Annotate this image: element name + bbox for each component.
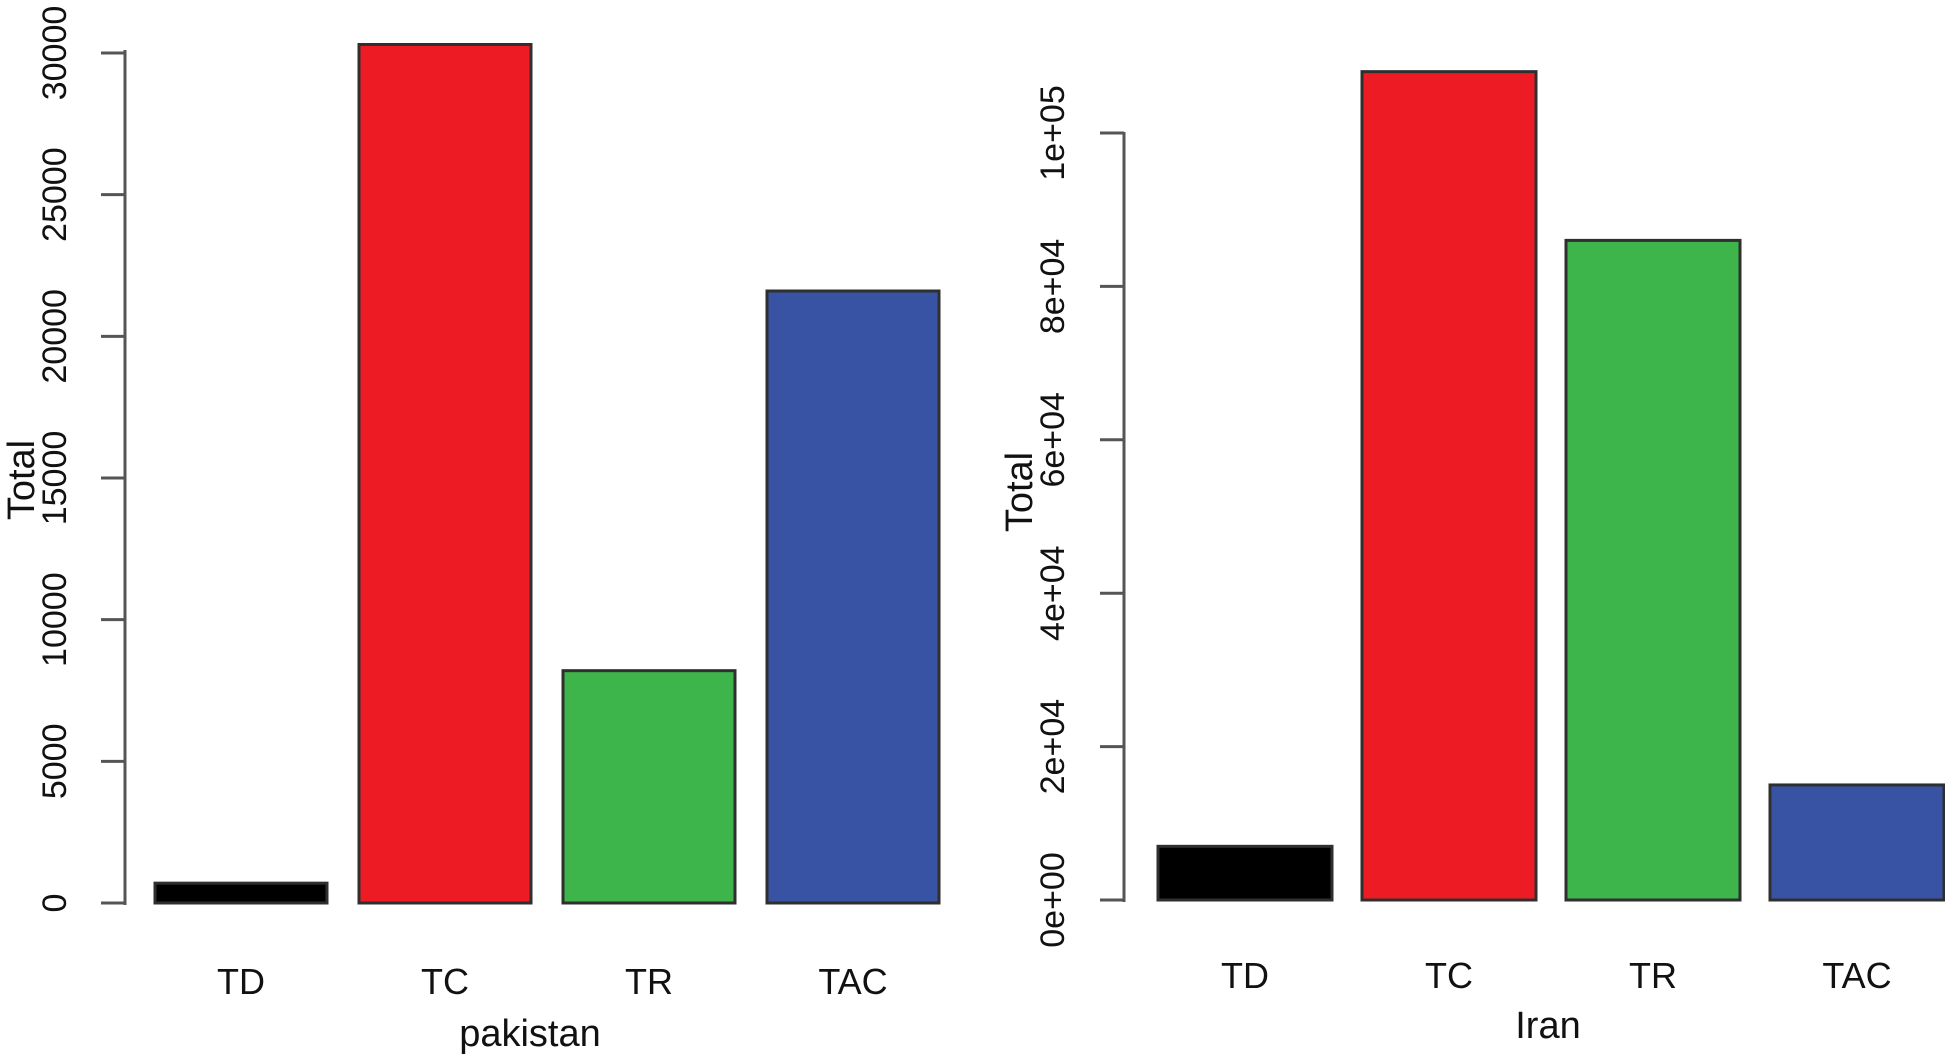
iran-y-tick-label-4: 8e+04 — [1034, 239, 1072, 335]
pakistan-y-tick-label-6: 30000 — [36, 6, 74, 101]
iran-x-tick-label-tc: TC — [1425, 955, 1473, 996]
pakistan-bar-tr — [561, 669, 737, 905]
iran-bar-tr — [1564, 238, 1742, 902]
pakistan-x-axis-title: pakistan — [459, 1013, 601, 1055]
iran-x-axis-title: Iran — [1515, 1005, 1580, 1047]
pakistan-x-tick-label-td: TD — [217, 961, 265, 1002]
iran-x-tick-label-tr: TR — [1629, 955, 1677, 996]
iran-y-tick-label-0: 0e+00 — [1034, 852, 1072, 948]
pakistan-y-tick-label-1: 5000 — [36, 724, 74, 800]
iran-y-tick-label-2: 4e+04 — [1034, 545, 1072, 641]
pakistan-y-axis-title: Total — [1, 440, 43, 520]
pakistan-y-tick-label-2: 10000 — [36, 572, 74, 667]
pakistan-bar-tac — [765, 289, 941, 905]
iran-bar-td — [1156, 844, 1334, 902]
pakistan-bar-td — [153, 881, 329, 905]
iran-chart: Total Iran 0e+00 2e+04 4e+04 6e+04 8e+04 1e+0… — [999, 70, 1945, 1047]
iran-y-tick-label-5: 1e+05 — [1034, 85, 1072, 181]
iran-y-tick-label-1: 2e+04 — [1034, 699, 1072, 795]
pakistan-chart: Total pakistan 0 5000 10000 15000 20000 25000… — [1, 6, 941, 1055]
iran-x-tick-label-td: TD — [1221, 955, 1269, 996]
iran-x-tick-label-tac: TAC — [1822, 955, 1891, 996]
pakistan-x-tick-label-tr: TR — [625, 961, 673, 1002]
pakistan-y-tick-label-0: 0 — [36, 894, 74, 913]
pakistan-x-tick-label-tac: TAC — [818, 961, 887, 1002]
iran-y-tick-label-3: 6e+04 — [1034, 392, 1072, 488]
pakistan-y-tick-label-4: 20000 — [36, 289, 74, 384]
pakistan-x-tick-label-tc: TC — [421, 961, 469, 1002]
pakistan-bar-tc — [357, 43, 533, 905]
iran-bar-tac — [1768, 783, 1945, 902]
pakistan-y-tick-label-5: 25000 — [36, 147, 74, 242]
iran-y-axis-title: Total — [999, 452, 1041, 532]
pakistan-y-tick-label-3: 15000 — [36, 431, 74, 526]
iran-bar-tc — [1360, 70, 1538, 902]
